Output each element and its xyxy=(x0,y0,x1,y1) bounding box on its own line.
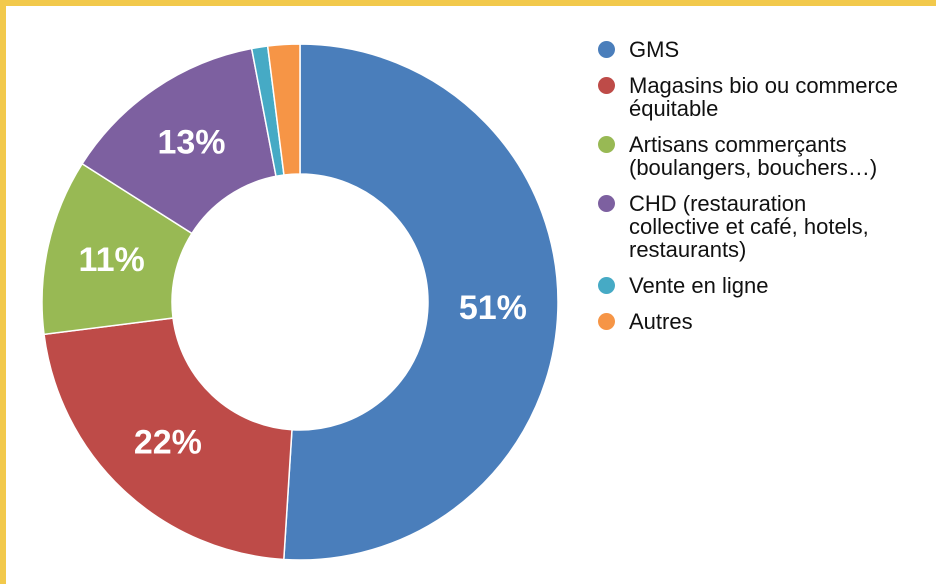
legend-marker xyxy=(598,277,615,294)
data-label: 13% xyxy=(157,123,225,161)
legend-label: Magasins bio ou commerce équitable xyxy=(629,73,899,121)
legend-item: Vente en ligne xyxy=(598,274,898,297)
legend-marker xyxy=(598,195,615,212)
legend-item: GMS xyxy=(598,38,898,61)
legend-item: Autres xyxy=(598,310,898,333)
legend-label: Artisans commerçants (boulangers, bouche… xyxy=(629,132,878,180)
data-label: 11% xyxy=(79,241,145,279)
legend-label: Autres xyxy=(629,309,693,334)
legend-marker xyxy=(598,313,615,330)
legend-marker xyxy=(598,136,615,153)
data-label: 22% xyxy=(134,424,202,462)
legend-item: Magasins bio ou commerce équitable xyxy=(598,74,898,120)
legend-label: Vente en ligne xyxy=(629,273,769,298)
legend: GMS Magasins bio ou commerce équitable Art… xyxy=(598,38,898,346)
data-label: 51% xyxy=(459,289,527,327)
legend-marker xyxy=(598,77,615,94)
legend-label: CHD (restauration collective et café, ho… xyxy=(629,191,869,262)
legend-item: CHD (restauration collective et café, ho… xyxy=(598,192,898,261)
slice xyxy=(283,43,559,561)
slice xyxy=(266,43,301,176)
slice xyxy=(43,317,293,561)
legend-label: GMS xyxy=(629,37,680,62)
legend-item: Artisans commerçants (boulangers, bouche… xyxy=(598,133,898,179)
legend-marker xyxy=(598,41,615,58)
